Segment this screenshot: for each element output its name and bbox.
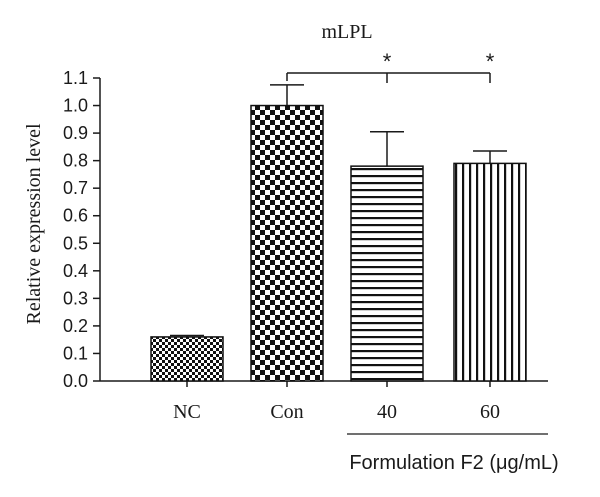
error-bars (170, 84, 507, 337)
y-tick-label: 0.1 (63, 343, 88, 363)
y-tick-label: 0.6 (63, 206, 88, 226)
bar (453, 162, 527, 382)
bar (250, 104, 324, 382)
y-ticks: 0.0 0.1 0.2 0.3 0.4 0.5 0.6 0.7 0.8 0.9 1.0 1.1 (63, 68, 100, 391)
y-tick-label: 0.3 (63, 288, 88, 308)
y-tick-label: 0.9 (63, 123, 88, 143)
x-tick-label: 40 (377, 401, 397, 423)
y-tick-label: 0.2 (63, 316, 88, 336)
y-tick-label: 0.5 (63, 233, 88, 253)
x-tick-label: NC (173, 401, 201, 423)
y-tick-label: 1.1 (63, 68, 88, 88)
x-ticks: NC Con 40 60 (173, 381, 500, 423)
y-tick-label: 0.7 (63, 178, 88, 198)
y-tick-label: 1.0 (63, 96, 88, 116)
x-tick-label: Con (270, 401, 303, 423)
y-tick-label: 0.0 (63, 371, 88, 391)
y-axis-label: Relative expression level (23, 123, 45, 324)
y-tick-label: 0.4 (63, 261, 88, 281)
x-tick-label: 60 (480, 401, 500, 423)
y-tick-label: 0.8 (63, 151, 88, 171)
significance-brackets: * * (286, 49, 495, 83)
bar (150, 336, 224, 382)
significance-star: * (486, 49, 495, 74)
bar (350, 165, 424, 382)
bars (150, 104, 527, 382)
significance-star: * (383, 49, 392, 74)
chart-title: mLPL (321, 21, 372, 43)
group-label: Formulation F2 (μg/mL) (349, 452, 558, 474)
